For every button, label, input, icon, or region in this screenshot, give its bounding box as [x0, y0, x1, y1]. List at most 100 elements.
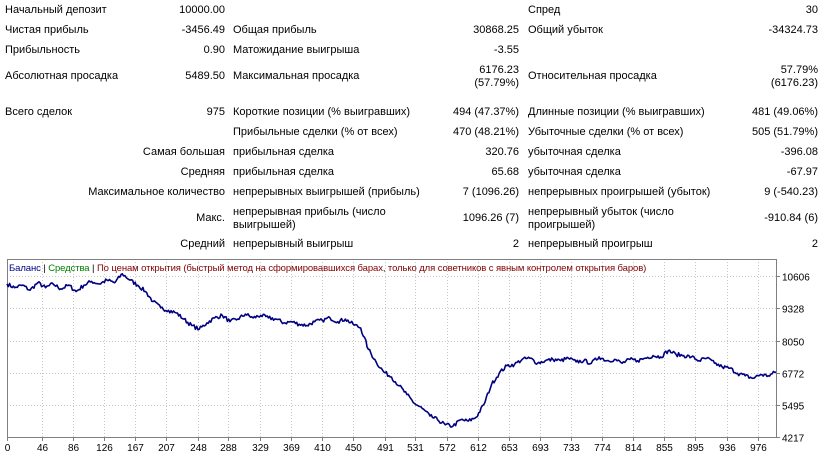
maximal-drawdown-percent: (57.79%): [474, 77, 519, 89]
x-tick-label: 491: [377, 443, 394, 454]
average-profit-trade-value: 65.68: [491, 166, 519, 178]
maximum-count-label: Максимальное количество: [88, 186, 225, 198]
expected-payoff-value: -3.55: [493, 44, 519, 56]
largest-profit-trade-label: прибыльная сделка: [233, 146, 335, 158]
average-loss-trade-value: -67.97: [786, 166, 818, 178]
maximal-drawdown-value: 6176.23: [479, 64, 519, 76]
average-consecutive-losses-label: непрерывный проигрыш: [528, 238, 653, 250]
chart-plot-frame: [7, 259, 777, 438]
short-positions-value: 494 (47.37%): [452, 106, 519, 118]
expected-payoff-label: Матожидание выигрыша: [233, 44, 360, 56]
x-tick-label: 733: [563, 443, 580, 454]
average-consecutive-losses-value: 2: [811, 238, 818, 250]
y-tick-label: 9328: [782, 305, 805, 316]
largest-label: Самая большая: [142, 146, 225, 158]
y-tick-label: 4217: [782, 434, 805, 445]
x-axis-ticks: 0 46 86 126 167 207 248 288 329 369 410 450 491 531 57…: [5, 437, 767, 454]
average-consecutive-label: Средний: [180, 238, 225, 250]
y-tick-label: 6772: [782, 370, 805, 381]
x-tick-label: 976: [750, 443, 767, 454]
x-tick-label: 855: [656, 443, 673, 454]
profit-factor-label: Прибыльность: [5, 44, 80, 56]
chart-grid: [7, 259, 776, 438]
spread-value: 30: [805, 4, 818, 16]
largest-profit-trade-value: 320.76: [485, 146, 519, 158]
average-profit-trade-label: прибыльная сделка: [233, 166, 335, 178]
legend-separator: |: [40, 263, 49, 274]
consecutive-profit-value: 1096.26 (7): [462, 212, 519, 224]
average-consecutive-wins-label: непрерывный выигрыш: [233, 238, 354, 250]
long-positions-label: Длинные позиции (% выигравших): [528, 106, 705, 118]
x-tick-label: 46: [37, 443, 49, 454]
chart-series: [6, 273, 777, 428]
x-tick-label: 653: [501, 443, 518, 454]
largest-loss-trade-value: -396.08: [780, 146, 818, 158]
absolute-drawdown-value: 5489.50: [185, 70, 225, 82]
initial-deposit-label: Начальный депозит: [5, 4, 107, 16]
relative-drawdown-value: (6176.23): [770, 77, 818, 89]
spread-label: Спред: [528, 4, 561, 16]
gross-profit-value: 30868.25: [473, 24, 519, 36]
consecutive-wins-label: непрерывных выигрышей (прибыль): [233, 186, 420, 198]
absolute-drawdown-label: Абсолютная просадка: [5, 70, 119, 82]
y-tick-label: 8050: [782, 338, 805, 349]
y-axis-ticks: 10606 9328 8050 6772 5495 4217: [776, 273, 810, 445]
gross-loss-label: Общий убыток: [528, 24, 603, 36]
x-tick-label: 86: [68, 443, 80, 454]
x-tick-label: 531: [407, 443, 424, 454]
x-tick-label: 936: [719, 443, 736, 454]
x-tick-label: 895: [687, 443, 704, 454]
x-tick-label: 410: [314, 443, 331, 454]
profit-trades-value: 470 (48.21%): [452, 126, 519, 138]
x-tick-label: 126: [96, 443, 113, 454]
relative-drawdown-percent: 57.79%: [780, 64, 818, 76]
consecutive-wins-value: 7 (1096.26): [462, 186, 519, 198]
x-tick-label: 572: [439, 443, 456, 454]
relative-drawdown-label: Относительная просадка: [528, 70, 657, 82]
total-trades-value: 975: [206, 106, 225, 118]
net-profit-label: Чистая прибыль: [5, 24, 89, 36]
consecutive-loss-label: непрерывный убыток (число проигрышей): [528, 206, 674, 231]
y-tick-label: 5495: [782, 402, 805, 413]
legend-model-description: По ценам открытия (быстрый метод на сфор…: [96, 263, 647, 274]
x-tick-label: 248: [190, 443, 207, 454]
x-tick-label: 369: [283, 443, 300, 454]
legend-balance: Баланс: [9, 263, 41, 274]
max-label: Макс.: [196, 212, 225, 224]
loss-trades-label: Убыточные сделки (% от всех): [528, 126, 684, 138]
initial-deposit-value: 10000.00: [179, 4, 225, 16]
x-tick-label: 693: [532, 443, 549, 454]
consecutive-losses-value: 9 (-540.23): [764, 186, 818, 198]
x-tick-label: 774: [594, 443, 611, 454]
consecutive-profit-label: непрерывная прибыль (число выигрышей): [233, 206, 386, 231]
x-tick-label: 612: [470, 443, 487, 454]
long-positions-value: 481 (49.06%): [751, 106, 818, 118]
x-tick-label: 814: [625, 443, 642, 454]
x-tick-label: 288: [220, 443, 237, 454]
chart-legend: Баланс | Средства | По ценам открытия (б…: [9, 263, 646, 275]
largest-loss-trade-label: убыточная сделка: [528, 146, 621, 158]
loss-trades-value: 505 (51.79%): [751, 126, 818, 138]
legend-equity: Средства: [48, 263, 90, 274]
maximal-drawdown-label: Максимальная просадка: [233, 70, 360, 82]
x-tick-label: 0: [5, 443, 11, 454]
average-loss-trade-label: убыточная сделка: [528, 166, 621, 178]
short-positions-label: Короткие позиции (% выигравших): [233, 106, 411, 118]
net-profit-value: -3456.49: [181, 24, 225, 36]
x-tick-label: 207: [158, 443, 175, 454]
y-tick-label: 10606: [782, 273, 810, 284]
legend-separator: |: [89, 263, 97, 274]
balance-series-line: [6, 273, 777, 428]
total-trades-label: Всего сделок: [5, 106, 73, 118]
consecutive-losses-label: непрерывных проигрышей (убыток): [528, 186, 711, 198]
x-tick-label: 167: [127, 443, 144, 454]
average-consecutive-wins-value: 2: [512, 238, 519, 250]
profit-factor-value: 0.90: [203, 44, 225, 56]
gross-profit-label: Общая прибыль: [233, 24, 317, 36]
average-label: Средняя: [180, 166, 225, 178]
consecutive-loss-value: -910.84 (6): [764, 212, 818, 224]
x-tick-label: 329: [252, 443, 269, 454]
gross-loss-value: -34324.73: [768, 24, 818, 36]
profit-trades-label: Прибыльные сделки (% от всех): [233, 126, 398, 138]
